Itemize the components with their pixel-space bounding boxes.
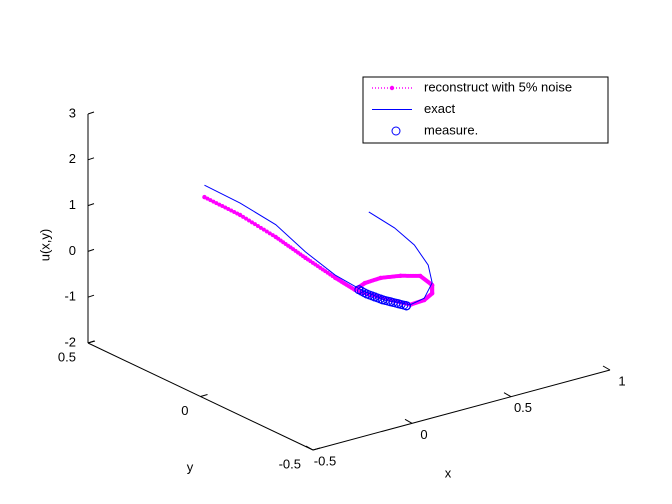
point <box>332 275 338 280</box>
z-tick <box>87 157 95 161</box>
marker-fill <box>359 288 369 298</box>
x-tick <box>602 365 611 371</box>
series-dot <box>211 199 216 204</box>
marker-fill <box>357 286 367 296</box>
series-dot <box>217 202 222 207</box>
z-axis-label: u(x,y) <box>37 229 52 262</box>
point <box>418 273 423 279</box>
x-tick-label: 0.5 <box>514 400 532 415</box>
x-tick <box>503 392 512 398</box>
x-axis <box>312 369 611 451</box>
z-tick-label: -2 <box>64 334 76 349</box>
z-tick-label: 0 <box>69 243 76 258</box>
point <box>273 234 278 240</box>
legend-marker <box>391 126 401 136</box>
point <box>237 212 243 218</box>
y-tick-label: 0.5 <box>58 349 76 364</box>
y-tick-label: 0 <box>181 403 188 418</box>
marker <box>354 285 364 295</box>
y-tick <box>87 340 96 344</box>
series-dot <box>244 216 249 221</box>
series-dot <box>232 210 237 215</box>
x-tick-label: -0.5 <box>314 453 336 468</box>
series-dot <box>226 207 231 212</box>
marker <box>401 301 411 311</box>
series-dot <box>258 225 263 230</box>
series-dot <box>229 208 234 213</box>
marker <box>362 289 372 299</box>
legend-marker <box>389 85 395 91</box>
z-tick <box>87 294 95 298</box>
legend-label: measure. <box>424 122 478 137</box>
x-tick-label: 0 <box>420 427 427 442</box>
legend-label: reconstruct with 5% noise <box>424 79 572 94</box>
x-tick <box>404 418 413 424</box>
series-dot <box>223 205 228 210</box>
point <box>398 273 403 278</box>
series-dot <box>247 218 252 223</box>
marker <box>370 292 380 302</box>
series-dot <box>220 204 225 209</box>
x-axis-label: x <box>445 465 452 480</box>
point <box>378 275 383 281</box>
point <box>429 291 435 296</box>
series-dot <box>255 224 260 229</box>
y-tick-label: -0.5 <box>279 456 301 471</box>
point <box>303 255 308 261</box>
y-tick <box>200 394 208 397</box>
z-tick <box>87 248 95 252</box>
z-tick-label: 3 <box>69 105 76 120</box>
series-dot <box>249 220 254 225</box>
series-dot <box>264 229 269 234</box>
series-dot <box>261 227 266 232</box>
z-tick <box>87 111 95 115</box>
y-axis-label: y <box>187 459 194 474</box>
y-tick <box>312 447 321 451</box>
point <box>362 280 368 286</box>
series-dot <box>252 222 257 227</box>
z-tick-label: 1 <box>69 197 76 212</box>
series-dot <box>208 198 213 203</box>
z-tick-label: 2 <box>69 151 76 166</box>
x-tick <box>305 445 314 451</box>
legend-label: exact <box>424 101 455 116</box>
series-dot <box>214 201 219 206</box>
point <box>202 194 207 200</box>
x-tick-label: 1 <box>618 373 625 388</box>
series-dot <box>267 231 272 236</box>
z-tick <box>87 203 95 207</box>
z-tick-label: -1 <box>64 289 76 304</box>
